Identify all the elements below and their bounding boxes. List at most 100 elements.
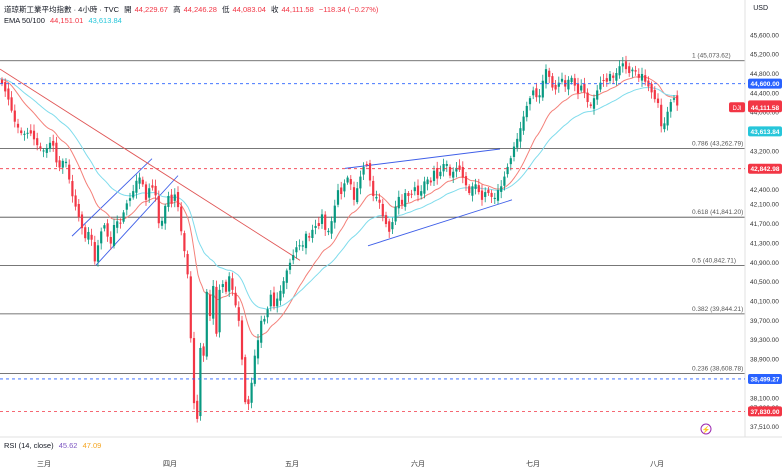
y-tick-label: 41,700.00 bbox=[750, 221, 779, 228]
y-tick-label: 39,300.00 bbox=[750, 337, 779, 344]
candle-body bbox=[615, 73, 618, 81]
high-value: 44,246.28 bbox=[183, 5, 217, 14]
candle-body bbox=[624, 61, 628, 70]
y-tick-label: 40,100.00 bbox=[750, 298, 779, 305]
candle-body bbox=[164, 205, 167, 224]
candle-body bbox=[407, 193, 410, 196]
candle-body bbox=[196, 400, 199, 419]
candle-body bbox=[36, 138, 39, 146]
candle-body bbox=[64, 161, 68, 164]
candle-body bbox=[272, 292, 276, 307]
price-tag-box bbox=[748, 126, 782, 137]
candle-body bbox=[432, 170, 436, 182]
open-label: 開 bbox=[124, 5, 132, 14]
candle-body bbox=[301, 245, 304, 247]
alert-icon[interactable] bbox=[700, 423, 712, 435]
fib-label: 0.786 (43,262.79) bbox=[692, 140, 743, 147]
x-tick-label: 三月 bbox=[37, 460, 51, 468]
candle-body bbox=[388, 221, 391, 232]
symbol-title[interactable]: 道琼斯工業平均指數 · 4小時 · TVC bbox=[4, 5, 120, 14]
candle-body bbox=[500, 186, 503, 192]
candle-body bbox=[221, 284, 224, 288]
candle-body bbox=[327, 230, 330, 233]
candle-body bbox=[445, 164, 448, 166]
candle-body bbox=[253, 355, 256, 384]
candle-body bbox=[336, 190, 340, 205]
high-label: 高 bbox=[173, 5, 181, 14]
rsi-legend[interactable]: RSI (14, close) 45.62 47.09 bbox=[4, 441, 104, 450]
candle-body bbox=[516, 138, 519, 148]
candle-body bbox=[295, 247, 298, 253]
candle-body bbox=[84, 227, 87, 239]
candle-body bbox=[52, 140, 55, 146]
candle-body bbox=[548, 70, 551, 77]
candle-body bbox=[458, 165, 461, 170]
candle-body bbox=[288, 262, 292, 270]
candle-body bbox=[202, 346, 205, 356]
candle-body bbox=[583, 83, 586, 93]
candle-body bbox=[125, 203, 128, 210]
candle-body bbox=[356, 188, 359, 203]
price-tag-text: 37,830.00 bbox=[751, 409, 780, 416]
currency-label[interactable]: USD bbox=[753, 5, 768, 12]
candle-body bbox=[365, 164, 368, 166]
candle-body bbox=[244, 357, 247, 403]
candle-body bbox=[7, 88, 10, 100]
candle-body bbox=[48, 142, 52, 149]
candle-body bbox=[592, 98, 596, 109]
ema-label: EMA 50/100 bbox=[4, 16, 45, 25]
candle-body bbox=[519, 128, 522, 142]
candle-body bbox=[522, 116, 525, 131]
rsi-label: RSI (14, close) bbox=[4, 441, 54, 450]
candle-body bbox=[180, 206, 183, 232]
candle-body bbox=[240, 320, 244, 360]
time-axis: 三月 四月 五月 六月 七月 八月 bbox=[37, 459, 664, 468]
candle-body bbox=[676, 95, 679, 106]
y-tick-label: 42,100.00 bbox=[750, 202, 779, 209]
y-tick-label: 38,100.00 bbox=[750, 395, 779, 402]
candle-body bbox=[160, 220, 164, 226]
candle-body bbox=[567, 79, 570, 90]
candle-body bbox=[263, 318, 266, 322]
ema-legend[interactable]: EMA 50/100 44,151.01 43,613.84 bbox=[4, 16, 125, 25]
candle-body bbox=[256, 340, 260, 359]
candle-body bbox=[212, 285, 215, 319]
candle-body bbox=[596, 90, 599, 100]
ema100-line bbox=[0, 78, 679, 310]
price-tag-text: 42,842.98 bbox=[751, 166, 780, 173]
candle-body bbox=[586, 92, 589, 103]
candle-body bbox=[340, 187, 343, 195]
x-tick-label: 四月 bbox=[163, 460, 177, 468]
y-tick-label: 37,510.00 bbox=[750, 424, 779, 431]
x-tick-label: 五月 bbox=[285, 460, 299, 468]
candle-body bbox=[631, 69, 634, 72]
candle-body bbox=[330, 221, 333, 234]
candle-body bbox=[282, 281, 285, 294]
price-tag-text: 38,499.27 bbox=[751, 376, 780, 383]
candle-body bbox=[400, 199, 404, 205]
price-tags: 44,600.0044,151.0144,111.58DJI43,613.844… bbox=[0, 78, 782, 417]
price-tag-box bbox=[748, 78, 782, 89]
candle-body bbox=[397, 196, 400, 209]
candle-body bbox=[304, 233, 308, 249]
ema-lines bbox=[0, 76, 679, 338]
ema50-line bbox=[0, 76, 679, 338]
candle-body bbox=[381, 203, 384, 217]
candle-body bbox=[314, 225, 317, 228]
candle-body bbox=[119, 222, 122, 224]
candle-body bbox=[77, 203, 80, 218]
candle-body bbox=[292, 255, 295, 261]
candle-body bbox=[650, 83, 653, 93]
candle-body bbox=[45, 148, 48, 153]
candle-body bbox=[525, 105, 528, 118]
candle-body bbox=[317, 223, 320, 226]
candle-body bbox=[512, 146, 516, 157]
y-tick-label: 38,900.00 bbox=[750, 357, 779, 364]
candle-body bbox=[461, 166, 464, 178]
candle-body bbox=[128, 198, 132, 201]
candle-body bbox=[26, 132, 29, 134]
candle-body bbox=[480, 190, 484, 200]
candle-body bbox=[29, 130, 32, 134]
y-tick-label: 44,400.00 bbox=[750, 90, 779, 97]
